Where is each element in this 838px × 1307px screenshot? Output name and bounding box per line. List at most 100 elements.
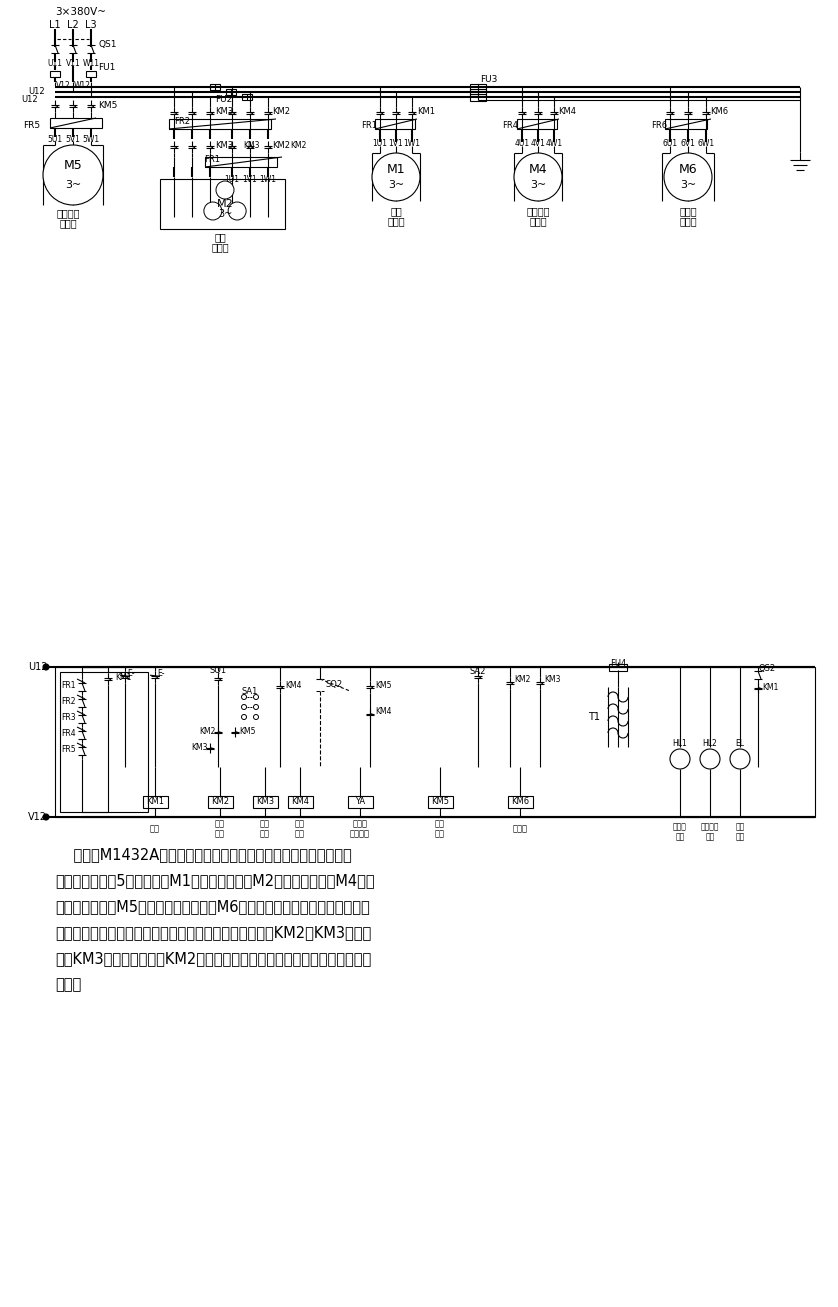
Text: FR1: FR1 xyxy=(204,154,220,163)
Bar xyxy=(169,119,271,129)
Circle shape xyxy=(700,749,720,769)
Text: KM3: KM3 xyxy=(256,797,274,806)
Text: 外圆
砂轮: 外圆 砂轮 xyxy=(435,819,445,839)
Text: 4U1: 4U1 xyxy=(515,140,530,149)
Text: 5V1: 5V1 xyxy=(65,135,80,144)
Text: SA1: SA1 xyxy=(242,686,258,695)
Text: 内圆
砂轮: 内圆 砂轮 xyxy=(295,819,305,839)
Text: FU1: FU1 xyxy=(98,63,116,72)
Text: FR3: FR3 xyxy=(61,712,76,721)
Text: FR5: FR5 xyxy=(23,120,40,129)
Text: FR4: FR4 xyxy=(502,120,518,129)
Text: 6W1: 6W1 xyxy=(697,140,715,149)
Text: 6V1: 6V1 xyxy=(680,140,696,149)
Text: 3~: 3~ xyxy=(680,179,696,190)
Bar xyxy=(427,796,453,808)
Text: 外圆砂轮: 外圆砂轮 xyxy=(56,208,80,218)
Circle shape xyxy=(670,749,690,769)
Text: 电动机: 电动机 xyxy=(679,216,697,226)
Bar xyxy=(508,796,532,808)
Circle shape xyxy=(730,749,750,769)
Bar xyxy=(160,179,285,229)
Text: 1U1: 1U1 xyxy=(225,175,240,183)
Bar xyxy=(287,796,313,808)
Text: 电动机: 电动机 xyxy=(59,218,77,227)
Text: KM3: KM3 xyxy=(215,106,233,115)
Text: 电动机: 电动机 xyxy=(211,242,229,252)
Text: 3~: 3~ xyxy=(388,179,404,190)
Text: KM6: KM6 xyxy=(511,797,529,806)
Text: 油泵: 油泵 xyxy=(150,825,160,834)
Text: 冷却泵: 冷却泵 xyxy=(679,207,697,216)
Text: U12: U12 xyxy=(22,95,38,105)
Text: T1: T1 xyxy=(588,712,600,721)
Bar xyxy=(242,94,252,101)
Circle shape xyxy=(254,694,258,699)
Text: KM5: KM5 xyxy=(431,797,449,806)
Text: U12: U12 xyxy=(28,663,48,672)
Text: 电动机: 电动机 xyxy=(387,216,405,226)
Text: U12: U12 xyxy=(28,88,45,97)
Circle shape xyxy=(43,664,49,670)
Text: 机房
照明: 机房 照明 xyxy=(736,822,745,842)
Text: M1: M1 xyxy=(386,163,406,176)
Circle shape xyxy=(254,704,258,710)
Text: M2: M2 xyxy=(217,199,233,209)
Bar xyxy=(470,89,486,95)
Text: V12: V12 xyxy=(28,812,47,822)
Text: W11: W11 xyxy=(82,60,100,68)
Text: 3~: 3~ xyxy=(65,179,81,190)
Text: W12: W12 xyxy=(74,81,91,89)
Bar xyxy=(205,157,277,167)
Bar xyxy=(375,119,415,129)
Text: 1V1: 1V1 xyxy=(243,175,257,183)
Text: FR6: FR6 xyxy=(651,120,667,129)
Circle shape xyxy=(372,153,420,201)
Bar xyxy=(50,71,60,77)
Bar xyxy=(470,94,486,101)
Text: 5U1: 5U1 xyxy=(48,135,63,144)
Text: 1U1: 1U1 xyxy=(373,140,387,149)
Text: KM3: KM3 xyxy=(243,140,260,149)
Text: 1W1: 1W1 xyxy=(260,175,277,183)
Text: L3: L3 xyxy=(85,20,97,30)
Text: QS1: QS1 xyxy=(98,41,116,50)
Text: HL1: HL1 xyxy=(673,740,687,749)
Text: KM2: KM2 xyxy=(290,140,307,149)
Text: 6U1: 6U1 xyxy=(662,140,678,149)
Text: KM3: KM3 xyxy=(192,742,208,752)
Text: KM1: KM1 xyxy=(762,682,779,691)
Bar xyxy=(208,796,232,808)
Text: 冷却泵: 冷却泵 xyxy=(513,825,527,834)
Text: 所示为M1432A型万能外圆磨床的电气原理图。从图中可以看出，: 所示为M1432A型万能外圆磨床的电气原理图。从图中可以看出， xyxy=(55,847,352,863)
Text: FR5: FR5 xyxy=(61,745,76,754)
Text: KM6: KM6 xyxy=(710,106,728,115)
Text: 工件
慢速: 工件 慢速 xyxy=(215,819,225,839)
Bar xyxy=(226,89,236,95)
Text: KM1: KM1 xyxy=(115,673,132,681)
Text: 工件: 工件 xyxy=(215,233,226,242)
Text: KM2: KM2 xyxy=(211,797,229,806)
Text: 圆砂轮电动机，M5为外圆砂轮电动机，M6为冷却泵电动机。全部电机均有热: 圆砂轮电动机，M5为外圆砂轮电动机，M6为冷却泵电动机。全部电机均有热 xyxy=(55,899,370,914)
Text: 砂轮架
不许快速: 砂轮架 不许快速 xyxy=(350,819,370,839)
Text: KM2: KM2 xyxy=(199,727,216,736)
Text: KM5: KM5 xyxy=(98,101,117,110)
Text: 1W1: 1W1 xyxy=(404,140,421,149)
Text: SQ1: SQ1 xyxy=(210,667,226,676)
Bar xyxy=(60,672,148,812)
Circle shape xyxy=(216,180,234,199)
Bar xyxy=(142,796,168,808)
Bar xyxy=(55,667,815,817)
Text: 3~: 3~ xyxy=(218,209,232,220)
Text: E-: E- xyxy=(157,668,164,677)
Circle shape xyxy=(664,153,712,201)
Text: 4V1: 4V1 xyxy=(530,140,546,149)
Text: KM2: KM2 xyxy=(514,674,530,684)
Text: 电路。: 电路。 xyxy=(55,978,81,992)
Circle shape xyxy=(43,814,49,819)
Text: 1V1: 1V1 xyxy=(389,140,403,149)
Text: U11: U11 xyxy=(48,60,63,68)
Text: V12: V12 xyxy=(56,81,70,89)
Text: FU3: FU3 xyxy=(480,76,498,85)
Text: 3~: 3~ xyxy=(530,179,546,190)
